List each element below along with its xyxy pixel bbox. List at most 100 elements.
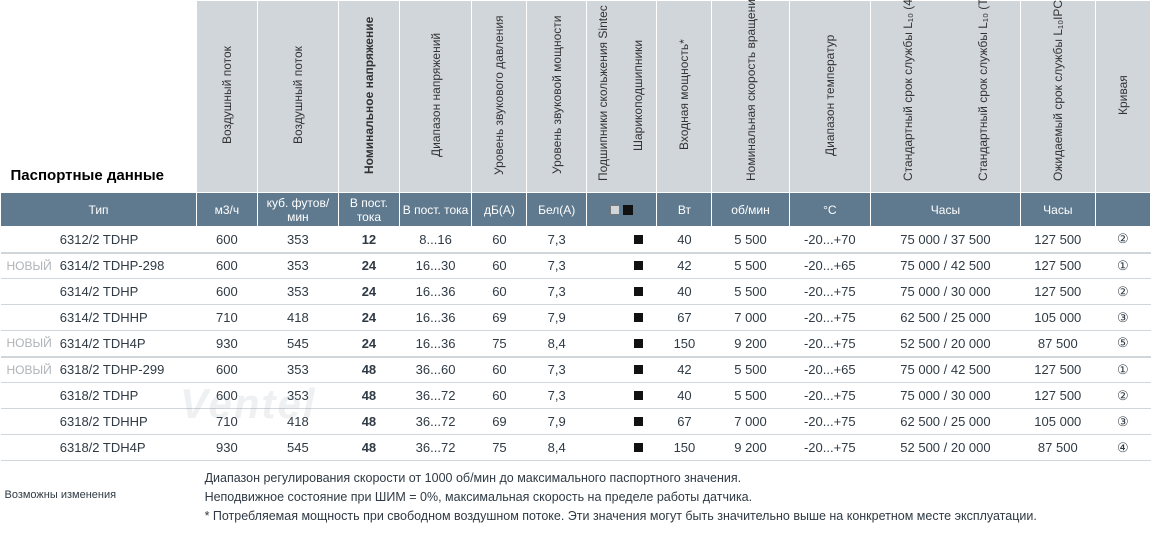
cell-temp: -20...+75 (789, 383, 871, 409)
cell-dba: 60 (472, 357, 527, 383)
cell-l10: 62 500 / 25 000 (871, 409, 1021, 435)
cell-temp: -20...+75 (789, 331, 871, 357)
unit-m3h: м3/ч (197, 193, 258, 227)
cell-voltage: 12 (339, 227, 400, 253)
cell-bela: 7,3 (527, 279, 586, 305)
cell-ball (619, 305, 656, 331)
cell-sleeve (586, 435, 619, 461)
col-l10-tmax: Стандартный срок службы L₁₀ (Tmax) ebm-p… (945, 1, 1020, 193)
cell-bela: 8,4 (527, 435, 586, 461)
col-input-power: Входная мощность* (657, 1, 712, 193)
cell-temp: -20...+70 (789, 227, 871, 253)
cell-voltage: 24 (339, 279, 400, 305)
col-voltage-range: Диапазон напряжений (399, 1, 472, 193)
cell-voltage: 24 (339, 253, 400, 279)
cell-temp: -20...+75 (789, 305, 871, 331)
table-row: НОВЫЙ6314/2 TDH4P9305452416...36758,4150… (1, 331, 1151, 357)
cell-l10ipc: 87 500 (1020, 331, 1095, 357)
new-badge: НОВЫЙ (1, 331, 58, 357)
cell-sleeve (586, 409, 619, 435)
cell-curve: ③ (1095, 409, 1150, 435)
new-badge (1, 409, 58, 435)
cell-l10ipc: 105 000 (1020, 409, 1095, 435)
cell-bela: 7,3 (527, 227, 586, 253)
cell-sleeve (586, 305, 619, 331)
unit-curve (1095, 193, 1150, 227)
cell-watts: 42 (657, 357, 712, 383)
cell-type: 6314/2 TDHHP (58, 305, 197, 331)
cell-type: 6318/2 TDHP (58, 383, 197, 409)
unit-dba: дБ(A) (472, 193, 527, 227)
cell-rpm: 5 500 (712, 383, 789, 409)
unit-bela: Бел(A) (527, 193, 586, 227)
cell-m3h: 600 (197, 253, 258, 279)
col-curve: Кривая (1095, 1, 1150, 193)
ball-bearing-marker-icon (634, 391, 643, 400)
cell-curve: ⑤ (1095, 331, 1150, 357)
cell-watts: 67 (657, 409, 712, 435)
cell-dba: 60 (472, 279, 527, 305)
cell-sleeve (586, 227, 619, 253)
cell-curve: ① (1095, 253, 1150, 279)
cell-voltage-range: 16...36 (399, 305, 472, 331)
cell-l10: 75 000 / 42 500 (871, 357, 1021, 383)
cell-cfm: 353 (257, 227, 339, 253)
col-swl: Уровень звуковой мощности (527, 1, 586, 193)
new-badge: НОВЫЙ (1, 253, 58, 279)
cell-voltage: 48 (339, 409, 400, 435)
cell-voltage-range: 16...36 (399, 279, 472, 305)
notes-left: Возможны изменения (1, 461, 197, 526)
cell-rpm: 9 200 (712, 435, 789, 461)
cell-m3h: 600 (197, 357, 258, 383)
cell-rpm: 5 500 (712, 279, 789, 305)
cell-curve: ③ (1095, 305, 1150, 331)
cell-m3h: 930 (197, 435, 258, 461)
cell-l10ipc: 127 500 (1020, 253, 1095, 279)
cell-dba: 75 (472, 435, 527, 461)
cell-m3h: 600 (197, 227, 258, 253)
cell-sleeve (586, 331, 619, 357)
ball-bearing-marker-icon (634, 261, 643, 270)
cell-l10ipc: 127 500 (1020, 227, 1095, 253)
cell-l10: 52 500 / 20 000 (871, 435, 1021, 461)
cell-sleeve (586, 279, 619, 305)
col-type-label: Тип (1, 193, 197, 227)
cell-bela: 7,3 (527, 253, 586, 279)
cell-voltage-range: 16...30 (399, 253, 472, 279)
cell-watts: 150 (657, 331, 712, 357)
cell-type: 6314/2 TDH4P (58, 331, 197, 357)
cell-voltage: 48 (339, 435, 400, 461)
table-row: 6314/2 TDHHP7104182416...36697,9677 000-… (1, 305, 1151, 331)
cell-l10ipc: 105 000 (1020, 305, 1095, 331)
ball-bearing-marker-icon (634, 443, 643, 452)
cell-m3h: 710 (197, 305, 258, 331)
cell-dba: 75 (472, 331, 527, 357)
cell-cfm: 353 (257, 383, 339, 409)
footnote-2: Неподвижное состояние при ШИМ = 0%, макс… (205, 488, 1143, 507)
ball-bearing-marker-icon (634, 287, 643, 296)
cell-voltage: 24 (339, 331, 400, 357)
cell-ball (619, 409, 656, 435)
col-l10ipc: Ожидаемый срок службы L₁₀IPC (40 °C) см.… (1020, 1, 1095, 193)
ball-bearing-marker-icon (634, 313, 643, 322)
cell-l10: 75 000 / 30 000 (871, 279, 1021, 305)
table-row: 6318/2 TDH4P9305454836...72758,41509 200… (1, 435, 1151, 461)
cell-voltage-range: 16...36 (399, 331, 472, 357)
header-labels-row: Паспортные данные Воздушный поток Воздуш… (1, 1, 1151, 193)
ball-bearing-marker-icon (634, 339, 643, 348)
unit-vdc-1: В пост. тока (339, 193, 400, 227)
cell-m3h: 710 (197, 409, 258, 435)
col-ball-bearing: Шарикоподшипники (619, 1, 656, 193)
cell-watts: 67 (657, 305, 712, 331)
table-title: Паспортные данные (1, 1, 197, 193)
cell-cfm: 418 (257, 409, 339, 435)
cell-ball (619, 279, 656, 305)
sleeve-bearing-icon (610, 205, 620, 215)
cell-dba: 60 (472, 383, 527, 409)
cell-bela: 7,3 (527, 383, 586, 409)
ball-bearing-marker-icon (634, 235, 643, 244)
cell-cfm: 353 (257, 253, 339, 279)
cell-type: 6318/2 TDH4P (58, 435, 197, 461)
header-units-row: Тип м3/ч куб. футов/ мин В пост. тока В … (1, 193, 1151, 227)
cell-bela: 7,3 (527, 357, 586, 383)
